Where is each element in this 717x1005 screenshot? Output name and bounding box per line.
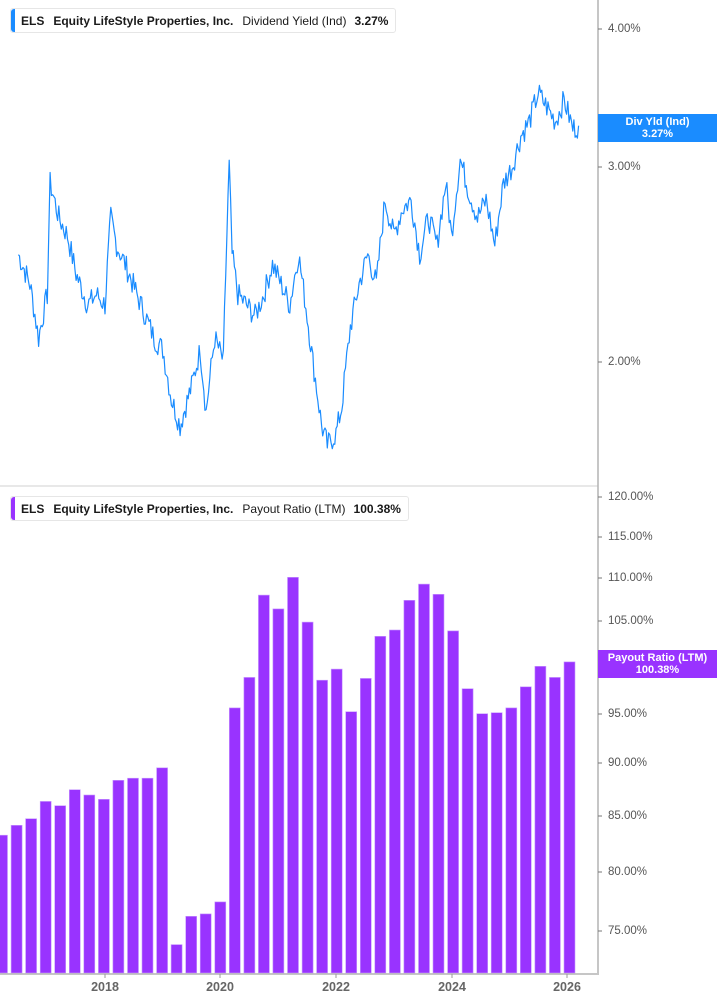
series-color-indicator: [11, 9, 15, 32]
payout-ratio-bar[interactable]: [374, 635, 387, 974]
payout-ratio-bar[interactable]: [505, 707, 518, 974]
y-tick-label: 85.00%: [608, 810, 648, 822]
payout-ratio-bar[interactable]: [243, 677, 256, 974]
payout-ratio-bar[interactable]: [432, 593, 445, 974]
payout-ratio-bar[interactable]: [287, 576, 299, 974]
tag-label: Payout Ratio (LTM): [607, 652, 708, 664]
legend-metric: Dividend Yield (Ind): [242, 13, 347, 28]
payout-ratio-bar[interactable]: [534, 665, 547, 974]
payout-ratio-bar[interactable]: [127, 777, 139, 974]
payout-ratio-bar[interactable]: [316, 679, 328, 974]
tag-value: 100.38%: [635, 664, 680, 676]
legend-metric: Payout Ratio (LTM): [242, 501, 346, 516]
y-tick-label: 80.00%: [608, 866, 648, 878]
x-tick-label: 2018: [91, 980, 119, 994]
legend-value: 3.27%: [354, 13, 389, 28]
dividend-yield-plot: [17, 84, 580, 450]
payout-ratio-bar[interactable]: [330, 668, 343, 974]
payout-ratio-bar[interactable]: [519, 686, 532, 974]
legend-value: 100.38%: [353, 501, 401, 516]
payout-ratio-bar[interactable]: [563, 661, 576, 974]
payout-ratio-bar[interactable]: [229, 707, 241, 974]
payout-ratio-bar[interactable]: [403, 599, 416, 974]
payout-ratio-bar[interactable]: [447, 630, 459, 974]
payout-ratio-bar[interactable]: [359, 678, 372, 974]
payout-ratio-bar[interactable]: [39, 801, 52, 974]
payout-ratio-bar[interactable]: [258, 594, 270, 974]
y-tick-label: 120.00%: [608, 491, 654, 503]
payout-ratio-bar[interactable]: [25, 818, 37, 974]
payout-ratio-bar[interactable]: [185, 915, 197, 974]
payout-ratio-bar[interactable]: [83, 794, 96, 974]
y-tick-label: 2.00%: [608, 356, 641, 368]
payout-ratio-bar[interactable]: [214, 901, 227, 974]
payout-ratio-bar[interactable]: [141, 777, 154, 974]
payout-ratio-legend[interactable]: ELS Equity LifeStyle Properties, Inc. Pa…: [10, 496, 409, 521]
x-tick-label: 2024: [438, 980, 466, 994]
x-tick-label: 2020: [206, 980, 234, 994]
tag-value: 3.27%: [641, 128, 674, 140]
payout-ratio-bar[interactable]: [112, 779, 125, 974]
payout-ratio-plot: [0, 576, 576, 974]
legend-company: Equity LifeStyle Properties, Inc.: [53, 13, 234, 28]
dividend-yield-line: [17, 84, 580, 450]
payout-ratio-bar[interactable]: [461, 688, 474, 974]
payout-ratio-bar[interactable]: [10, 824, 23, 974]
payout-ratio-bar[interactable]: [389, 629, 401, 974]
payout-ratio-bar[interactable]: [345, 711, 358, 974]
series-color-indicator: [11, 497, 15, 520]
axis-tick-marks: [104, 28, 602, 978]
y-tick-label: 90.00%: [608, 757, 648, 769]
payout-ratio-bar[interactable]: [418, 583, 430, 974]
payout-ratio-bar[interactable]: [170, 944, 183, 974]
payout-ratio-bar[interactable]: [301, 621, 314, 974]
payout-ratio-bar[interactable]: [272, 608, 285, 974]
payout-ratio-bar[interactable]: [69, 789, 81, 974]
payout-ratio-bar[interactable]: [490, 712, 503, 974]
payout-ratio-bar[interactable]: [199, 913, 212, 974]
y-tick-label: 115.00%: [608, 531, 653, 543]
y-tick-label: 105.00%: [608, 615, 654, 627]
x-tick-label: 2026: [553, 980, 581, 994]
payout-ratio-bar[interactable]: [98, 798, 110, 974]
y-tick-label: 4.00%: [608, 23, 641, 35]
y-tick-label: 75.00%: [608, 925, 648, 937]
x-tick-label: 2022: [322, 980, 350, 994]
dividend-yield-value-tag: Div Yld (Ind) 3.27%: [598, 114, 717, 142]
dividend-yield-legend[interactable]: ELS Equity LifeStyle Properties, Inc. Di…: [10, 8, 397, 33]
payout-ratio-bar[interactable]: [54, 805, 67, 974]
legend-company: Equity LifeStyle Properties, Inc.: [53, 501, 234, 516]
payout-ratio-bar[interactable]: [476, 713, 489, 974]
payout-ratio-bar[interactable]: [0, 834, 8, 974]
y-tick-label: 95.00%: [608, 708, 648, 720]
legend-ticker: ELS: [21, 501, 45, 516]
legend-ticker: ELS: [21, 13, 45, 28]
y-tick-label: 110.00%: [608, 572, 653, 584]
y-tick-label: 3.00%: [608, 161, 641, 173]
payout-ratio-bar[interactable]: [549, 677, 561, 974]
tag-label: Div Yld (Ind): [625, 116, 690, 128]
payout-ratio-bar[interactable]: [156, 767, 168, 974]
payout-ratio-value-tag: Payout Ratio (LTM) 100.38%: [598, 650, 717, 678]
